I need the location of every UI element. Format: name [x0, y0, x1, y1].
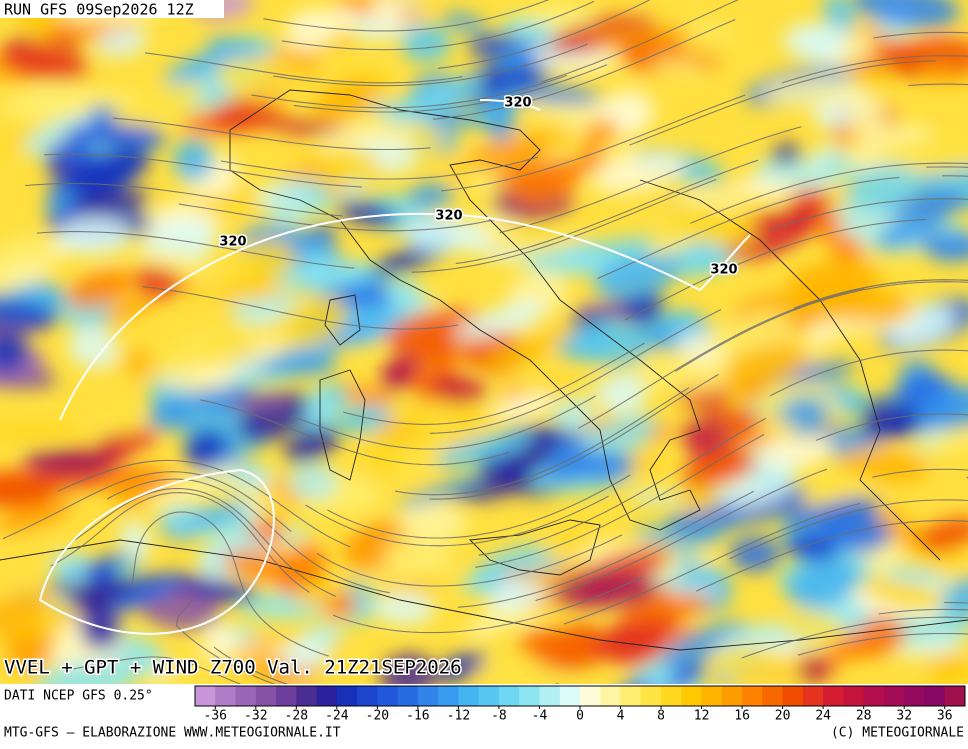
colorbar-tick-label: -8 [491, 709, 507, 724]
colorbar-segment [762, 686, 783, 706]
colorbar-segment [803, 686, 824, 706]
colorbar-segment [843, 686, 864, 706]
contour-label: 320 [710, 263, 737, 278]
colorbar-segment [215, 686, 236, 706]
colorbar-segment [580, 686, 601, 706]
colorbar-tick-label: 20 [775, 709, 791, 724]
colorbar-tick-label: 8 [657, 709, 665, 724]
colorbar-tick-label: -16 [406, 709, 429, 724]
colorbar-tick-label: 28 [856, 709, 872, 724]
colorbar-segment [256, 686, 277, 706]
colorbar-tick-label: -32 [244, 709, 267, 724]
colorbar-tick-label: -36 [204, 709, 227, 724]
colorbar-segment [479, 686, 500, 706]
colorbar-segment [823, 686, 844, 706]
colorbar-segment [276, 686, 297, 706]
colorbar-segment [377, 686, 398, 706]
colorbar-segment [702, 686, 723, 706]
colorbar-segment [783, 686, 804, 706]
colorbar-segment [681, 686, 702, 706]
colorbar-tick-label: -24 [325, 709, 349, 724]
map-title: VVEL + GPT + WIND Z700 Val. 21Z21SEP2026 [4, 657, 462, 679]
colorbar-segment [236, 686, 257, 706]
colorbar-tick-label: -28 [285, 709, 308, 724]
colorbar-segment [337, 686, 358, 706]
contour-label: 320 [219, 235, 246, 250]
colorbar-tick-label: 36 [937, 709, 953, 724]
colorbar-tick-label: 0 [576, 709, 584, 724]
colorbar-segment [519, 686, 540, 706]
colorbar-tick-label: 24 [815, 709, 831, 724]
colorbar-segment [621, 686, 642, 706]
colorbar-segment [661, 686, 682, 706]
colorbar-segment [195, 686, 216, 706]
colorbar-segment [418, 686, 439, 706]
colorbar-segment [458, 686, 479, 706]
footer-left: MTG-GFS – ELABORAZIONE WWW.METEOGIORNALE… [4, 726, 341, 741]
colorbar-segment [742, 686, 763, 706]
colorbar-segment [884, 686, 905, 706]
colorbar-segment [904, 686, 925, 706]
colorbar-segment [722, 686, 743, 706]
colorbar-tick-label: 16 [734, 709, 750, 724]
footer-right: (C) METEOGIORNALE [831, 726, 964, 741]
colorbar-segment [945, 686, 966, 706]
colorbar-segment [438, 686, 459, 706]
colorbar-segment [317, 686, 338, 706]
colorbar-tick-label: 4 [617, 709, 625, 724]
colorbar-tick-label: 32 [896, 709, 912, 724]
colorbar-segment [864, 686, 885, 706]
colorbar-tick-label: -20 [366, 709, 389, 724]
colorbar-tick-label: -12 [447, 709, 470, 724]
run-label: RUN GFS 09Sep2026 12Z [4, 1, 194, 19]
colorbar-segment [600, 686, 621, 706]
map: 320 320 320 320 RUN GFS 09Sep2026 12Z VVEL … [0, 0, 968, 719]
colorbar-tick-label: -4 [532, 709, 548, 724]
colorbar-segment [539, 686, 560, 706]
colorbar-segment [924, 686, 945, 706]
colorbar-tick-label: 12 [694, 709, 710, 724]
contour-label: 320 [435, 209, 462, 224]
colorbar-segment [641, 686, 662, 706]
contour-label: 320 [504, 96, 531, 111]
colorbar-segment [560, 686, 581, 706]
field-blob [57, 217, 131, 255]
colorbar-segment [296, 686, 317, 706]
source-label: DATI NCEP GFS 0.25° [4, 689, 153, 704]
colorbar-segment [499, 686, 520, 706]
colorbar-segment [357, 686, 378, 706]
colorbar-segment [398, 686, 419, 706]
